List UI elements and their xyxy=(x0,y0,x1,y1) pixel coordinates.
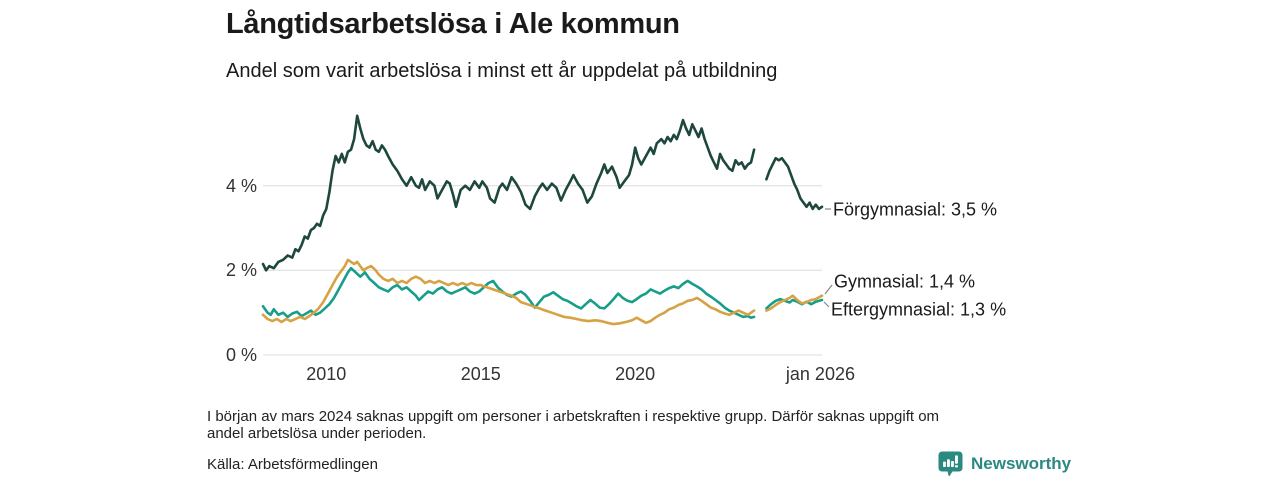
annotation-label-eftergymnasial: Eftergymnasial: 1,3 % xyxy=(831,299,1007,320)
series-line-eftergymnasial-seg2 xyxy=(765,297,824,310)
x-tick-label-2020: 2020 xyxy=(615,364,656,384)
series-line-gymnasial-seg1 xyxy=(261,258,756,326)
series-line-forgymnasial-seg1 xyxy=(261,114,756,272)
series-line-gymnasial-seg2 xyxy=(765,294,824,312)
y-tick-label-4: 4 % xyxy=(225,175,257,196)
x-tick-label-2015: 2015 xyxy=(460,364,501,384)
newsworthy-logo-icon xyxy=(938,451,963,477)
annotation-label-forgymnasial: Förgymnasial: 3,5 % xyxy=(833,199,998,220)
x-tick-label-2010: 2010 xyxy=(306,364,347,384)
annotation-connector-eftergymnasial xyxy=(823,301,830,308)
chart-title: Långtidsarbetslösa i Ale kommun xyxy=(226,8,680,40)
annotation-label-gymnasial: Gymnasial: 1,4 % xyxy=(834,271,976,292)
source-label: Källa: Arbetsförmedlingen xyxy=(207,456,378,473)
x-tick-label-2026: jan 2026 xyxy=(785,364,855,384)
footnote-line2: andel arbetslösa under perioden. xyxy=(207,425,427,442)
chart-subtitle: Andel som varit arbetslösa i minst ett å… xyxy=(226,60,778,82)
y-tick-label-2: 2 % xyxy=(225,260,257,281)
footnote: I början av mars 2024 saknas uppgift om … xyxy=(207,408,939,442)
y-tick-label-0: 0 % xyxy=(225,345,257,365)
brand-logo: Newsworthy xyxy=(938,451,1071,477)
brand-name: Newsworthy xyxy=(971,454,1072,473)
annotation-connector-gymnasial xyxy=(824,284,833,295)
series-line-forgymnasial-seg2 xyxy=(765,156,824,211)
footnote-line1: I början av mars 2024 saknas uppgift om … xyxy=(207,408,940,425)
